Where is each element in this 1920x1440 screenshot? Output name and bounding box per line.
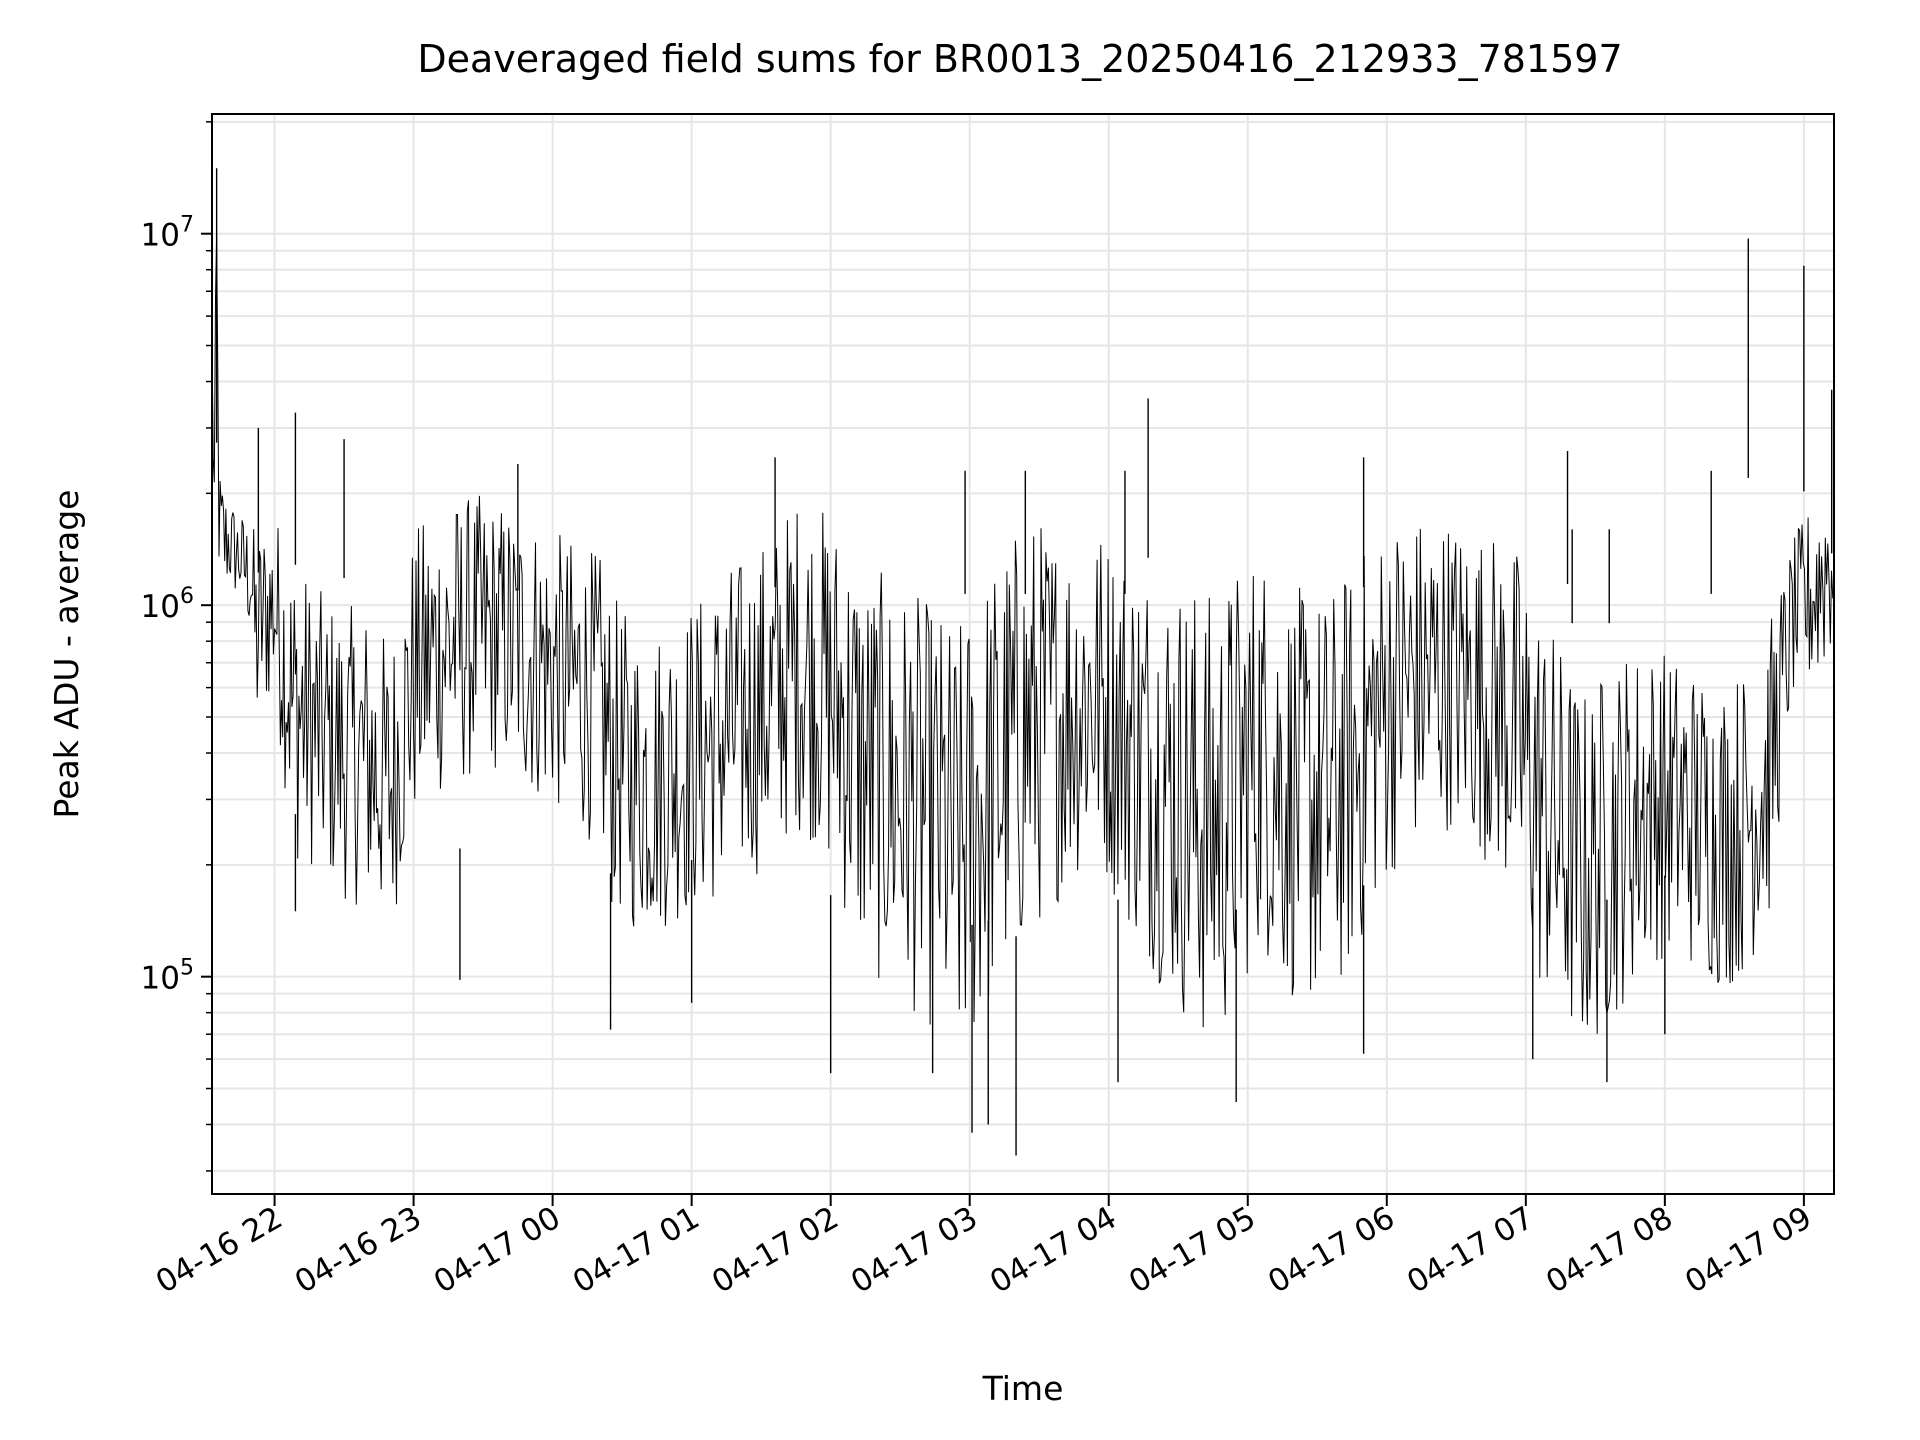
x-axis-label: Time xyxy=(982,1369,1064,1408)
chart-title: Deaveraged field sums for BR0013_2025041… xyxy=(417,37,1622,81)
y-tick-label: 106 xyxy=(141,584,194,625)
y-tick-label: 107 xyxy=(141,213,194,254)
data-series xyxy=(211,168,1834,1156)
plot-frame xyxy=(211,113,1835,1195)
y-axis-label: Peak ADU - average xyxy=(47,490,86,819)
series-line xyxy=(211,236,1834,1034)
y-tick-label: 105 xyxy=(141,956,194,997)
